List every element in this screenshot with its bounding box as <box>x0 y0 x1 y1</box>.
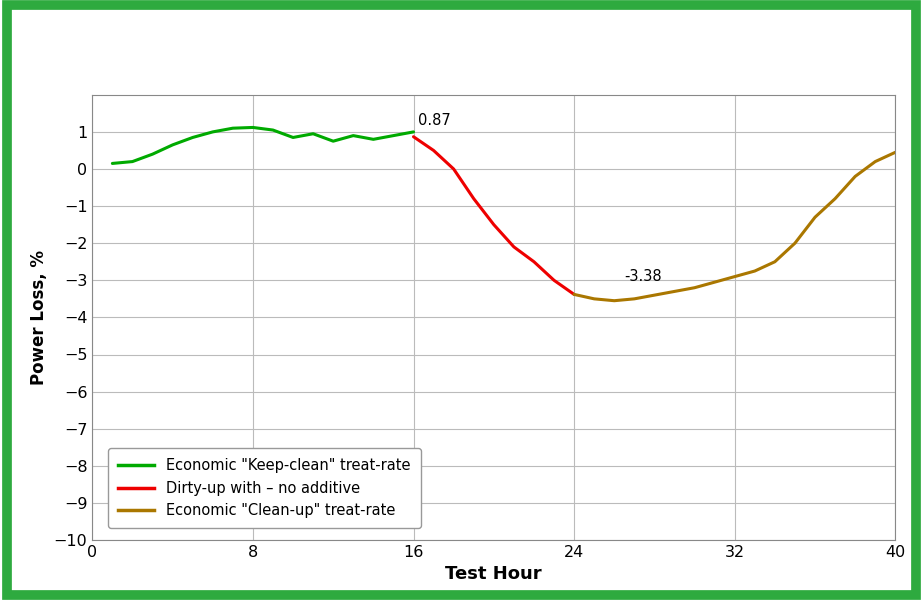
Text: -3.38: -3.38 <box>624 269 662 284</box>
Text: 0.87: 0.87 <box>417 113 450 128</box>
X-axis label: Test Hour: Test Hour <box>446 565 542 583</box>
Text: Protection Against ULSD Internal Deposits: Protection Against ULSD Internal Deposit… <box>146 31 777 57</box>
Y-axis label: Power Loss, %: Power Loss, % <box>30 250 48 385</box>
Legend: Economic "Keep-clean" treat-rate, Dirty-up with – no additive, Economic "Clean-u: Economic "Keep-clean" treat-rate, Dirty-… <box>108 448 421 528</box>
